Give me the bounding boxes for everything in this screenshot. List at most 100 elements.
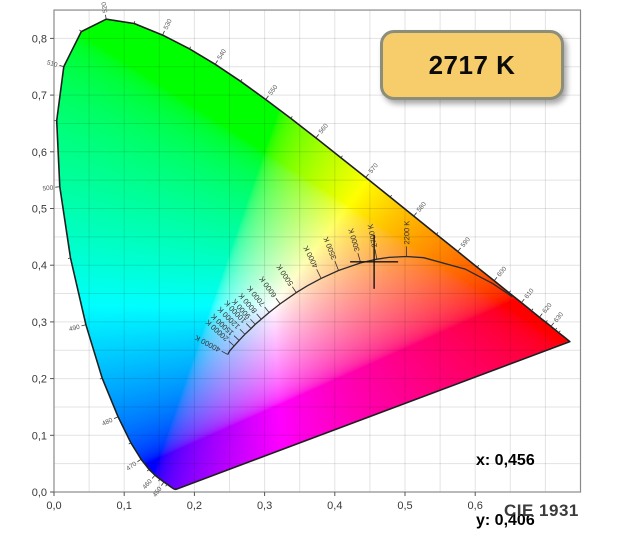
wavelength-tick <box>151 474 156 479</box>
wavelength-label: 600 <box>496 265 508 278</box>
wavelength-tick <box>554 327 558 331</box>
wavelength-label: 610 <box>523 287 535 300</box>
wavelength-tick <box>265 95 269 100</box>
wavelength-label: 510 <box>46 59 59 69</box>
wavelength-tick <box>558 330 561 333</box>
x-tick-label: 0,4 <box>327 500 342 512</box>
wavelength-tick <box>389 194 392 198</box>
wavelength-label: 580 <box>416 200 428 213</box>
temp-tick <box>374 249 378 260</box>
wavelength-label: 590 <box>460 236 472 249</box>
wavelength-tick <box>290 116 293 119</box>
wavelength-label: 450 <box>152 485 164 498</box>
y-tick-label: 0,4 <box>32 260 47 272</box>
spectral-locus <box>55 18 571 491</box>
measurement-cross <box>350 234 399 289</box>
temp-tick <box>256 313 262 320</box>
wavelength-tick <box>160 481 165 486</box>
temp-tick <box>264 306 270 313</box>
readout-y: y: 0,406 <box>476 512 535 529</box>
temp-label: 4000 K <box>301 244 320 269</box>
temp-tick <box>221 350 229 355</box>
y-tick-label: 0,3 <box>32 317 47 329</box>
temp-label: 2700 K <box>366 223 379 248</box>
wavelength-tick <box>457 247 461 252</box>
x-tick-label: 0,6 <box>468 500 483 512</box>
wavelength-label: 460 <box>141 478 154 491</box>
y-tick-label: 0,2 <box>32 374 47 386</box>
y-tick-label: 0,8 <box>32 33 47 45</box>
wavelength-label: 480 <box>101 417 114 428</box>
x-tick-label: 0,2 <box>187 500 202 512</box>
temp-tick <box>228 340 235 347</box>
plot-border <box>53 9 582 493</box>
wavelength-label: 520 <box>101 1 110 13</box>
x-tick-label: 0,5 <box>397 500 412 512</box>
wavelength-tick <box>340 155 343 158</box>
temp-label: 2200 K <box>402 221 411 245</box>
axes: 0,0 0,1 0,2 0,3 0,4 0,5 0,6 0,0 0,1 0,2 0,3 0,4 0,5 0… <box>32 33 483 512</box>
wavelength-tick <box>158 478 161 482</box>
x-tick-label: 0,0 <box>46 500 61 512</box>
wavelength-tick <box>105 14 107 20</box>
wavelength-label: 530 <box>163 18 174 31</box>
temp-tick <box>245 323 252 329</box>
wavelength-tick <box>189 46 191 50</box>
wavelength-label: 470 <box>125 460 138 472</box>
wavelength-tick <box>113 416 119 419</box>
wavelength-label: 490 <box>68 324 81 334</box>
y-tick-label: 0,5 <box>32 204 47 216</box>
x-tick-label: 0,1 <box>117 500 132 512</box>
temp-tick <box>334 261 339 271</box>
wavelength-tick <box>493 277 498 282</box>
wavelength-tick <box>521 298 525 303</box>
temp-label: 3500 K <box>321 235 338 260</box>
wavelength-tick <box>81 324 86 327</box>
wavelength-tick <box>133 21 136 24</box>
wavelength-tick <box>545 320 548 323</box>
cct-badge: 2717 K <box>380 30 564 100</box>
cct-value: 2717 K <box>428 49 516 80</box>
y-tick-label: 0,0 <box>32 487 47 499</box>
x-tick-label: 0,3 <box>257 500 272 512</box>
readout-x: x: 0,456 <box>476 452 535 469</box>
wavelength-tick <box>240 79 243 82</box>
wavelength-tick <box>413 212 417 217</box>
wavelength-tick <box>146 469 150 472</box>
y-tick-label: 0,1 <box>32 430 47 442</box>
wavelength-label: 560 <box>318 122 330 135</box>
wavelength-tick <box>436 232 439 235</box>
wavelength-tick <box>531 308 534 311</box>
temp-tick <box>316 269 322 279</box>
wavelength-tick <box>59 65 64 68</box>
wavelength-label: 540 <box>216 48 228 61</box>
temp-tick <box>239 329 246 335</box>
temp-label: 3000 K <box>346 227 361 252</box>
wavelength-tick <box>128 442 132 445</box>
wavelength-tick <box>214 60 218 65</box>
y-tick-label: 0,6 <box>32 147 47 159</box>
xy-readout: x: 0,456 y: 0,406 <box>476 411 535 550</box>
wavelength-tick <box>165 483 168 487</box>
wavelength-tick <box>99 377 103 380</box>
wavelength-tick <box>315 134 320 139</box>
wavelength-label: 500 <box>42 185 54 193</box>
wavelength-tick <box>508 290 511 294</box>
wavelength-tick <box>539 313 543 318</box>
wavelength-tick <box>162 30 165 36</box>
temp-tick <box>250 318 256 325</box>
wavelength-tick <box>365 173 369 178</box>
planckian-locus <box>227 255 513 355</box>
wavelength-tick <box>476 264 480 268</box>
y-tick-label: 0,7 <box>32 90 47 102</box>
temp-tick <box>275 297 281 305</box>
wavelength-tick <box>550 322 555 327</box>
wavelength-label: 620 <box>541 302 553 315</box>
wavelength-tick <box>79 29 82 32</box>
diagram-title: CIE 1931 <box>504 501 579 520</box>
temp-tick <box>292 286 297 293</box>
temp-label: 5000 K <box>274 263 295 288</box>
